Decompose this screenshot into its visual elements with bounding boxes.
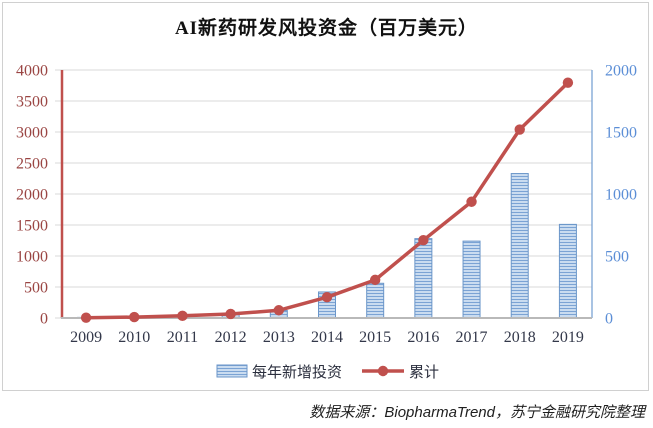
left-axis-tick-label: 1000 <box>16 249 48 266</box>
line-marker-2009 <box>80 312 92 323</box>
x-axis-label: 2012 <box>215 329 247 346</box>
left-axis-tick-label: 0 <box>40 311 48 328</box>
x-axis-label: 2013 <box>263 329 295 346</box>
line-marker-2019 <box>562 77 574 88</box>
right-axis-tick-label: 0 <box>605 311 613 328</box>
legend-bar-swatch <box>216 364 248 378</box>
left-axis-tick-label: 3000 <box>16 125 48 142</box>
right-axis-labels: 0 500 1000 1500 2000 <box>605 63 637 328</box>
bar-2018 <box>510 173 529 319</box>
x-axis-labels: 2009 2010 2011 2012 2013 2014 2015 2016 2017 2018… <box>70 329 584 346</box>
line-marker-2016 <box>418 234 429 246</box>
x-axis-label: 2016 <box>407 329 439 346</box>
right-axis-tick-label: 1000 <box>605 187 637 204</box>
left-axis-tick-label: 1500 <box>16 218 48 235</box>
left-axis-labels: 0 500 1000 1500 2000 2500 3000 3500 4000 <box>16 63 48 328</box>
x-axis-label: 2010 <box>118 329 150 346</box>
x-axis-label: 2015 <box>359 329 391 346</box>
bar-2019 <box>558 223 577 319</box>
left-axis-tick-label: 4000 <box>16 63 48 80</box>
bar-2017 <box>462 240 481 319</box>
x-axis-label: 2018 <box>504 329 536 346</box>
line-marker-2017 <box>466 196 477 207</box>
line-marker-2011 <box>177 310 188 322</box>
line-markers <box>80 77 574 323</box>
legend-line-label: 累计 <box>409 364 439 381</box>
chart-title: AI新药研发风投资金（百万美元） <box>174 18 479 39</box>
x-axis-label: 2011 <box>167 329 198 346</box>
bar-2016 <box>414 238 433 319</box>
legend-bar-label: 每年新增投资 <box>252 364 342 381</box>
right-axis-tick-label: 500 <box>605 249 629 266</box>
left-axis-tick-label: 3500 <box>16 94 48 111</box>
line-marker-2015 <box>369 274 381 286</box>
cumulative-line <box>86 81 570 320</box>
legend-line-marker <box>377 365 389 377</box>
line-marker-2018 <box>514 124 525 135</box>
data-source-note: 数据来源：BiopharmaTrend，苏宁金融研究院整理 <box>309 404 645 421</box>
line-marker-2013 <box>273 305 285 316</box>
line-marker-2014 <box>321 292 333 303</box>
chart-card <box>2 2 649 391</box>
x-axis-label: 2019 <box>552 329 584 346</box>
bar-2015 <box>366 282 385 319</box>
legend: 每年新增投资 累计 <box>216 364 439 381</box>
x-axis-label: 2017 <box>456 329 488 346</box>
x-axis-label: 2014 <box>311 329 343 346</box>
right-axis-tick-label: 2000 <box>605 63 637 80</box>
right-axis-tick-label: 1500 <box>605 125 637 142</box>
line-marker-2010 <box>129 311 140 323</box>
x-axis-label: 2009 <box>70 329 102 346</box>
line-marker-2012 <box>225 308 236 320</box>
left-axis-tick-label: 500 <box>24 280 48 297</box>
left-axis-tick-label: 2000 <box>16 187 48 204</box>
left-axis-tick-label: 2500 <box>16 156 48 173</box>
